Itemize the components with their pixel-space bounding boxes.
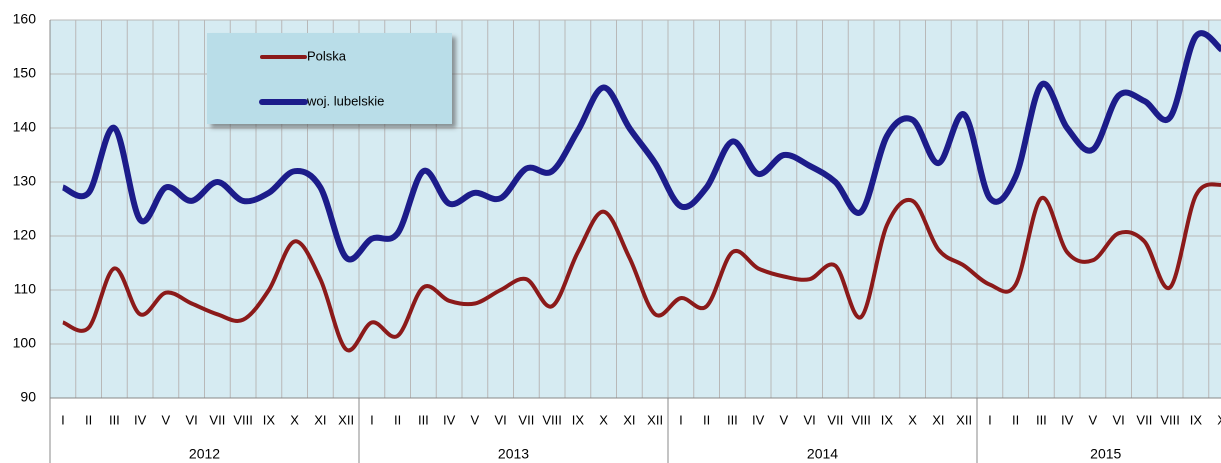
x-tick-label: II [394, 412, 401, 427]
y-tick-label: 120 [13, 227, 37, 243]
x-tick-label: IX [1190, 412, 1203, 427]
legend-label: Polska [307, 48, 347, 63]
x-tick-label: V [780, 412, 789, 427]
x-tick-label: VII [827, 412, 843, 427]
x-tick-label: IX [572, 412, 585, 427]
x-tick-label: XI [314, 412, 326, 427]
x-tick-label: V [471, 412, 480, 427]
y-tick-label: 150 [13, 65, 37, 81]
x-tick-label: III [109, 412, 120, 427]
x-tick-label: X [290, 412, 299, 427]
year-label: 2015 [1090, 446, 1121, 462]
x-tick-label: X [1217, 412, 1221, 427]
year-label: 2013 [498, 446, 529, 462]
x-tick-label: IV [752, 412, 765, 427]
y-tick-label: 110 [14, 281, 37, 297]
x-tick-label: II [703, 412, 710, 427]
x-tick-label: IV [134, 412, 147, 427]
x-tick-label: II [1012, 412, 1019, 427]
x-tick-label: IV [1061, 412, 1074, 427]
x-tick-label: III [418, 412, 429, 427]
x-tick-label: VI [803, 412, 815, 427]
x-tick-label: IX [881, 412, 894, 427]
x-tick-label: VII [1136, 412, 1152, 427]
x-tick-label: I [370, 412, 374, 427]
legend-label: woj. lubelskie [306, 93, 384, 108]
x-tick-label: VI [494, 412, 506, 427]
y-tick-label: 130 [13, 173, 37, 189]
y-tick-label: 90 [20, 389, 36, 405]
series-line [62, 182, 1221, 353]
x-tick-label: IX [263, 412, 276, 427]
x-tick-label: I [988, 412, 992, 427]
legend-box [207, 33, 452, 124]
x-tick-label: VI [185, 412, 197, 427]
x-tick-label: VII [209, 412, 225, 427]
x-tick-label: III [727, 412, 738, 427]
x-tick-label: V [162, 412, 171, 427]
y-tick-label: 100 [13, 335, 37, 351]
x-tick-label: VII [518, 412, 534, 427]
y-tick-label: 140 [13, 119, 37, 135]
x-tick-label: II [85, 412, 92, 427]
x-tick-label: XI [623, 412, 635, 427]
x-tick-label: IV [443, 412, 456, 427]
x-tick-label: VIII [542, 412, 562, 427]
x-tick-label: XI [932, 412, 944, 427]
x-tick-label: X [908, 412, 917, 427]
year-label: 2014 [807, 446, 838, 462]
x-tick-label: VIII [1160, 412, 1180, 427]
y-tick-label: 160 [13, 11, 37, 27]
x-tick-label: XII [956, 412, 972, 427]
x-tick-label: I [679, 412, 683, 427]
x-tick-label: VIII [233, 412, 253, 427]
x-tick-label: XII [338, 412, 354, 427]
x-tick-label: I [61, 412, 65, 427]
x-tick-label: XII [647, 412, 663, 427]
x-tick-label: VIII [851, 412, 871, 427]
x-tick-label: X [599, 412, 608, 427]
x-tick-label: III [1036, 412, 1047, 427]
series-line [61, 30, 1221, 263]
x-tick-label: VI [1112, 412, 1124, 427]
x-tick-label: V [1089, 412, 1098, 427]
year-label: 2012 [189, 446, 220, 462]
